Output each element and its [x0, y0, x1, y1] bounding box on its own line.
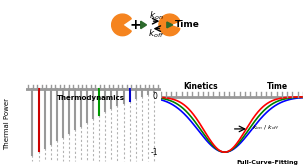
- Text: Kinetics: Kinetics: [183, 82, 218, 91]
- Wedge shape: [112, 14, 131, 36]
- Text: Time: Time: [267, 82, 288, 91]
- Text: Time: Time: [175, 20, 200, 29]
- Text: Thermodynamics: Thermodynamics: [56, 95, 125, 101]
- Y-axis label: Thermal Power: Thermal Power: [4, 98, 10, 151]
- Text: $k_{off}$: $k_{off}$: [148, 28, 165, 40]
- Text: $k_{on}$: $k_{on}$: [149, 9, 164, 22]
- Wedge shape: [159, 14, 180, 36]
- Text: +: +: [130, 18, 142, 32]
- Text: Full-Curve-Fitting: Full-Curve-Fitting: [236, 160, 298, 165]
- Text: $k_{on}\ /\ k_{off}$: $k_{on}\ /\ k_{off}$: [252, 123, 279, 132]
- Polygon shape: [167, 22, 173, 28]
- Text: -1: -1: [150, 148, 158, 157]
- Polygon shape: [141, 21, 147, 29]
- Text: 0: 0: [153, 92, 158, 101]
